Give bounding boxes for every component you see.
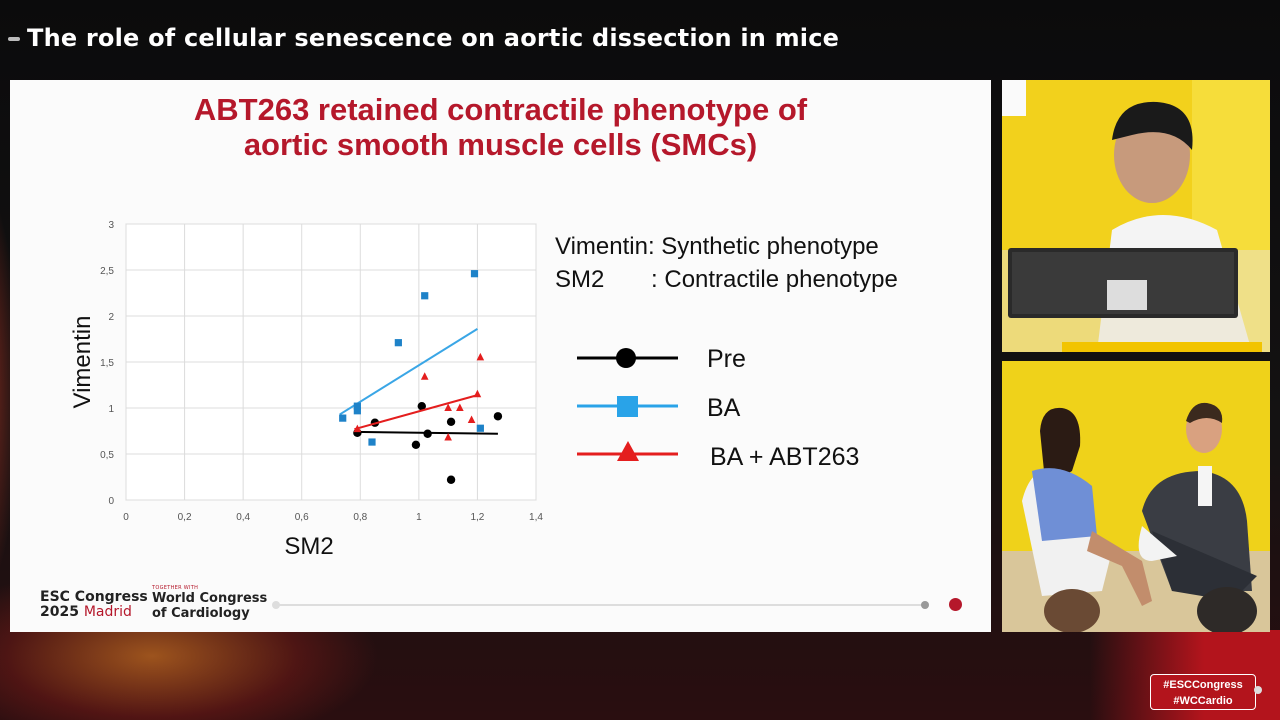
y-tick-label: 1,5 bbox=[100, 358, 114, 369]
hashtag-dot-icon bbox=[1254, 686, 1262, 694]
slide-progress-track bbox=[276, 604, 926, 606]
title-bullet-icon bbox=[8, 37, 20, 41]
legend-label-pre: Pre bbox=[707, 345, 746, 373]
slide-title-line1: ABT263 retained contractile phenotype of bbox=[193, 92, 808, 127]
x-axis-label: SM2 bbox=[284, 533, 333, 560]
y-tick-label: 2 bbox=[108, 312, 114, 323]
presentation-slide: ABT263 retained contractile phenotype of… bbox=[10, 80, 991, 632]
panel-video-feed bbox=[1002, 361, 1270, 632]
esc-logo-city: Madrid bbox=[83, 604, 132, 620]
data-point-pre bbox=[446, 475, 456, 484]
x-tick-label: 0,8 bbox=[353, 512, 367, 523]
slide-title-line2: aortic smooth muscle cells (SMCs) bbox=[243, 127, 758, 162]
speaker-video-feed bbox=[1002, 80, 1270, 352]
hashtag-esccongress: #ESCCongress bbox=[1163, 679, 1243, 691]
phenotype-note-vimentin: Vimentin: Synthetic phenotype bbox=[555, 233, 879, 260]
y-tick-label: 0,5 bbox=[100, 450, 114, 461]
wcc-logo-line2: of Cardiology bbox=[152, 606, 250, 621]
hashtag-badge: #ESCCongress #WCCardio bbox=[1150, 674, 1256, 710]
legend-marker-square-icon bbox=[617, 396, 638, 417]
y-tick-label: 2,5 bbox=[100, 266, 114, 277]
x-tick-label: 0,4 bbox=[236, 512, 250, 523]
legend-marker-triangle-icon bbox=[617, 441, 639, 461]
data-point-ba-abt263 bbox=[353, 424, 362, 433]
hashtag-wccardio: #WCCardio bbox=[1173, 695, 1233, 707]
x-tick-label: 0,2 bbox=[178, 512, 192, 523]
data-point-ba-abt263 bbox=[456, 403, 464, 411]
data-point-ba bbox=[353, 402, 361, 410]
legend-label-ba-abt263: BA + ABT263 bbox=[710, 443, 860, 471]
data-point-ba-abt263 bbox=[444, 432, 452, 441]
together-with-label: TOGETHER WITH bbox=[152, 585, 199, 591]
esc-logo-line1: ESC Congress bbox=[40, 589, 148, 605]
esc-logo-year: 2025 bbox=[40, 604, 79, 620]
x-tick-label: 0 bbox=[123, 512, 129, 523]
y-axis-label: Vimentin bbox=[69, 316, 96, 409]
data-point-ba-abt263 bbox=[444, 403, 452, 411]
legend-label-ba: BA bbox=[707, 394, 741, 422]
x-tick-label: 1,2 bbox=[470, 512, 484, 523]
slide-progress-marker bbox=[921, 601, 929, 609]
scatter-chart: 0 0,2 0,4 0,6 0,8 1 1,2 1,4 0 0,5 1 1,5 2 2,5 3 SM2 Vime… bbox=[69, 220, 678, 560]
session-title: The role of cellular senescence on aorti… bbox=[27, 24, 840, 52]
data-point-ba-abt263 bbox=[467, 415, 476, 423]
data-point-pre bbox=[493, 412, 503, 421]
y-tick-label: 3 bbox=[108, 220, 114, 231]
esc-congress-logo: ESC Congress 2025 Madrid bbox=[40, 590, 148, 620]
slide-progress-start bbox=[272, 601, 280, 609]
slide-progress-current bbox=[949, 598, 962, 611]
data-point-ba bbox=[368, 438, 376, 446]
wcc-logo: World Congress of Cardiology bbox=[152, 591, 267, 621]
x-tick-label: 1,4 bbox=[529, 512, 543, 523]
phenotype-note-sm2: SM2 : Contractile phenotype bbox=[555, 266, 898, 293]
y-tick-label: 1 bbox=[108, 404, 114, 415]
data-point-ba bbox=[421, 292, 429, 300]
data-point-pre bbox=[411, 440, 421, 449]
data-point-pre bbox=[446, 417, 456, 426]
data-point-pre bbox=[417, 401, 426, 411]
panel-video-image bbox=[1002, 361, 1270, 632]
data-point-ba bbox=[394, 339, 402, 347]
legend-marker-circle-icon bbox=[616, 348, 636, 368]
data-point-ba-abt263 bbox=[473, 389, 482, 398]
x-tick-label: 1 bbox=[416, 512, 422, 523]
trendline-1 bbox=[339, 328, 478, 416]
wcc-logo-line1: World Congress bbox=[152, 591, 268, 606]
data-point-ba bbox=[476, 424, 484, 432]
data-point-pre bbox=[423, 429, 432, 438]
data-point-ba bbox=[339, 414, 347, 422]
data-point-ba-abt263 bbox=[420, 372, 429, 380]
data-point-ba-abt263 bbox=[476, 352, 485, 361]
data-point-ba bbox=[353, 407, 361, 415]
slide-title: ABT263 retained contractile phenotype of… bbox=[10, 92, 991, 162]
data-point-ba bbox=[470, 270, 479, 278]
speaker-video-image bbox=[1002, 80, 1270, 352]
trendline-2 bbox=[354, 394, 478, 431]
y-tick-label: 0 bbox=[108, 496, 114, 507]
x-tick-label: 0,6 bbox=[295, 512, 309, 523]
